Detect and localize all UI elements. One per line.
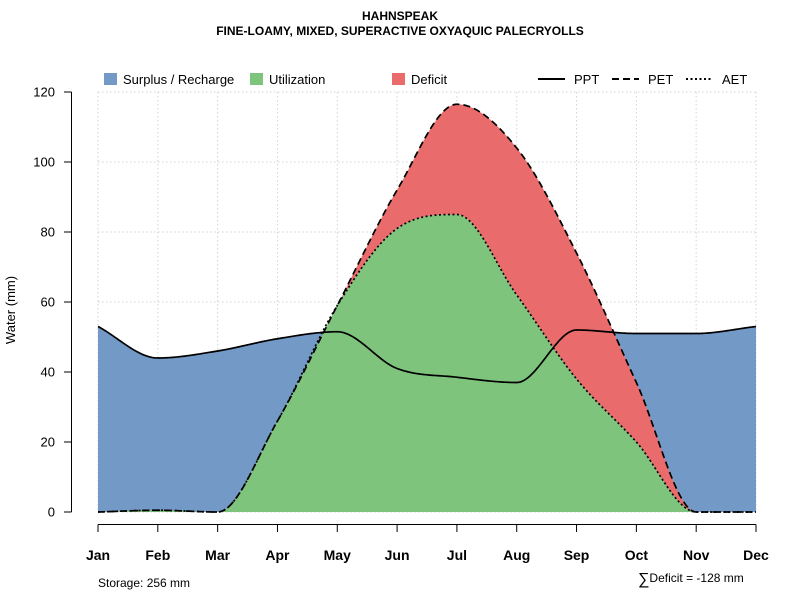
deficit-area [98, 104, 756, 512]
utilization-area [98, 214, 756, 512]
x-tick-label: Dec [743, 547, 769, 563]
legend-label: Surplus / Recharge [123, 72, 234, 87]
legend: Surplus / Recharge Utilization Deficit PPT P… [104, 72, 747, 87]
x-tick-label: Jun [385, 547, 410, 563]
x-tick-label: Jul [447, 547, 467, 563]
legend-label: PET [648, 72, 673, 87]
legend-label: Deficit [411, 72, 448, 87]
area-layer [98, 104, 756, 512]
y-tick-label: 80 [41, 225, 55, 240]
y-tick-label: 40 [41, 365, 55, 380]
deficit-note: ∑Deficit = -128 mm [638, 571, 744, 589]
legend-label: PPT [574, 72, 599, 87]
axes: 0 20 40 60 80 100 120 Water (mm) Jan Feb Mar Apr May… [3, 85, 769, 564]
deficit-text: Deficit = -128 mm [649, 571, 744, 585]
ppt-line [97, 325, 757, 384]
sum-symbol: ∑ [638, 571, 650, 588]
y-tick-label: 120 [33, 85, 55, 100]
y-axis-label: Water (mm) [3, 276, 18, 344]
x-tick-label: Apr [265, 547, 290, 563]
y-tick-label: 100 [33, 155, 55, 170]
y-tick-label: 60 [41, 295, 55, 310]
y-tick-label: 0 [48, 505, 55, 520]
aet-line [97, 213, 756, 513]
x-tick-label: Feb [145, 547, 170, 563]
x-tick-label: Nov [683, 547, 710, 563]
chart-title: HAHNSPEAK [361, 9, 438, 23]
chart-subtitle: FINE-LOAMY, MIXED, SUPERACTIVE OXYAQUIC … [216, 24, 584, 38]
line-layer [97, 103, 757, 513]
legend-swatch [392, 73, 405, 85]
x-tick-label: Oct [625, 547, 649, 563]
pet-line [97, 103, 756, 513]
y-tick-label: 20 [41, 435, 55, 450]
legend-swatch [104, 73, 117, 85]
x-tick-label: May [324, 547, 351, 563]
storage-note: Storage: 256 mm [98, 576, 191, 590]
x-tick-label: Sep [564, 547, 590, 563]
legend-label: Utilization [269, 72, 325, 87]
legend-swatch [250, 73, 263, 85]
x-tick-label: Aug [503, 547, 530, 563]
x-tick-label: Jan [86, 547, 110, 563]
x-tick-label: Mar [205, 547, 230, 563]
legend-label: AET [722, 72, 747, 87]
